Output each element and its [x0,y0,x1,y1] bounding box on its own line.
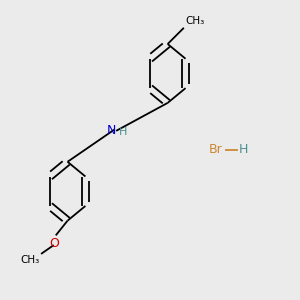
Text: CH₃: CH₃ [185,16,205,26]
Text: N: N [107,124,116,137]
Text: Br: Br [209,143,223,157]
Text: CH₃: CH₃ [20,255,40,266]
Text: O: O [50,237,59,250]
Text: H: H [118,127,127,137]
Text: H: H [238,143,248,157]
